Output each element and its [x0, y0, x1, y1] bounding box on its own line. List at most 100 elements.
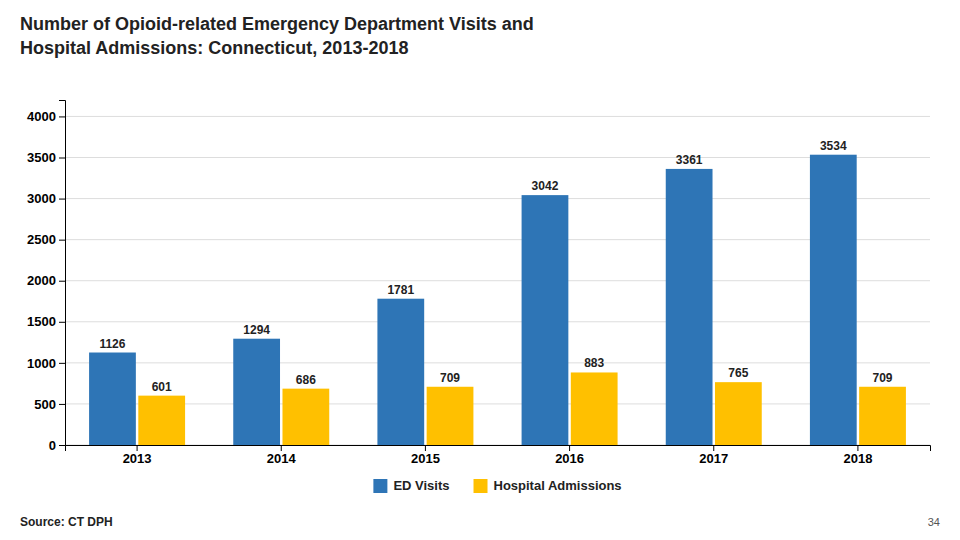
y-tick-mark: [59, 240, 65, 241]
legend-item: Hospital Admissions: [474, 478, 622, 493]
bar: [522, 195, 569, 445]
data-label: 1294: [243, 323, 270, 337]
source-note: Source: CT DPH: [20, 515, 113, 529]
x-axis-line: [66, 446, 931, 452]
legend-swatch: [373, 479, 387, 493]
x-axis: 2013 2014 2015 2016 2017 2018: [66, 445, 931, 466]
y-tick-label: 500: [34, 397, 56, 412]
title: Number of Opioid-related Emergency Depar…: [20, 14, 534, 58]
bar: [377, 299, 424, 445]
data-label: 3361: [676, 153, 703, 167]
y-tick-mark: [59, 116, 65, 117]
bar: [89, 353, 136, 445]
legend-item: ED Visits: [373, 478, 449, 493]
y-tick-mark: [59, 404, 65, 405]
bar: [282, 389, 329, 445]
x-tick-mark: [857, 445, 858, 451]
y-tick-mark: [59, 445, 65, 446]
y-tick-mark: [59, 363, 65, 364]
x-tick: 2018: [843, 445, 872, 466]
x-tick-label: 2015: [411, 451, 440, 466]
y-tick: 3500: [27, 150, 65, 165]
bars: [89, 155, 906, 445]
x-tick-mark: [569, 445, 570, 451]
y-tick: 1000: [27, 356, 65, 371]
grid-line: [65, 198, 930, 199]
y-tick: 4000: [27, 109, 65, 124]
y-axis: 0 500 1000 1500 2000 2500 3000 3500 4000: [27, 101, 65, 453]
y-tick: 500: [34, 397, 65, 412]
x-tick-label: 2018: [843, 451, 872, 466]
legend-swatch: [474, 479, 488, 493]
bar: [233, 339, 280, 445]
x-tick-label: 2017: [699, 451, 728, 466]
x-tick-label: 2014: [267, 451, 297, 466]
y-tick-label: 2000: [27, 273, 56, 288]
data-labels: 1126 1294 1781 3042 3361 3534 601 686 709 883 765 7…: [99, 139, 892, 394]
data-label: 1781: [387, 283, 414, 297]
x-tick: 2016: [555, 445, 584, 466]
title-line: Number of Opioid-related Emergency Depar…: [20, 14, 534, 34]
y-tick-label: 1500: [27, 314, 56, 329]
annotations: Source: CT DPH 34: [20, 515, 940, 529]
y-tick-mark: [59, 199, 65, 200]
x-tick-label: 2016: [555, 451, 584, 466]
x-tick-mark: [425, 445, 426, 451]
grid-line: [65, 116, 930, 117]
data-label: 709: [873, 371, 893, 385]
x-tick-label: 2013: [123, 451, 152, 466]
y-tick-label: 4000: [27, 109, 56, 124]
bar: [715, 382, 762, 445]
y-tick-label: 1000: [27, 356, 56, 371]
legend-label: Hospital Admissions: [494, 478, 622, 493]
data-label: 709: [440, 371, 460, 385]
data-label: 765: [728, 366, 748, 380]
data-label: 3534: [820, 139, 847, 153]
bar: [138, 396, 185, 445]
x-tick-mark: [281, 445, 282, 451]
bar: [666, 169, 713, 445]
title-line: Hospital Admissions: Connecticut, 2013-2…: [20, 38, 408, 58]
x-tick: 2017: [699, 445, 728, 466]
y-axis-line: [59, 101, 66, 446]
y-tick-mark: [59, 281, 65, 282]
x-tick-mark: [137, 445, 138, 451]
bar: [427, 387, 474, 445]
bar: [859, 387, 906, 445]
y-tick-label: 2500: [27, 232, 56, 247]
data-label: 601: [152, 380, 172, 394]
data-label: 686: [296, 373, 316, 387]
grid-line: [65, 403, 930, 404]
grid-line: [65, 362, 930, 363]
x-tick: 2014: [267, 445, 297, 466]
y-tick: 2000: [27, 273, 65, 288]
bar: [571, 372, 618, 445]
legend: ED Visits Hospital Admissions: [373, 478, 621, 493]
x-tick-mark: [713, 445, 714, 451]
y-tick: 1500: [27, 314, 65, 329]
bar-series: [138, 372, 906, 445]
chart: Number of Opioid-related Emergency Depar…: [0, 0, 960, 540]
legend-label: ED Visits: [393, 478, 449, 493]
plot-area: 1126 1294 1781 3042 3361 3534 601 686 709 883 765 7…: [27, 101, 930, 467]
y-tick: 0: [49, 438, 65, 453]
data-label: 3042: [532, 179, 559, 193]
grid-line: [65, 280, 930, 281]
y-tick: 3000: [27, 191, 65, 206]
data-label: 1126: [99, 337, 125, 351]
page-number: 34: [928, 516, 940, 528]
data-label: 883: [584, 356, 604, 370]
y-tick-label: 0: [49, 438, 56, 453]
y-tick-label: 3000: [27, 191, 56, 206]
y-tick-mark: [59, 322, 65, 323]
bar-series: [89, 155, 857, 445]
x-tick: 2015: [411, 445, 440, 466]
y-tick-label: 3500: [27, 150, 56, 165]
grid-line: [65, 157, 930, 158]
grid: [65, 116, 930, 445]
y-tick-mark: [59, 158, 65, 159]
bar: [810, 155, 857, 445]
x-tick: 2013: [123, 445, 152, 466]
y-tick: 2500: [27, 232, 65, 247]
grid-line: [65, 321, 930, 322]
